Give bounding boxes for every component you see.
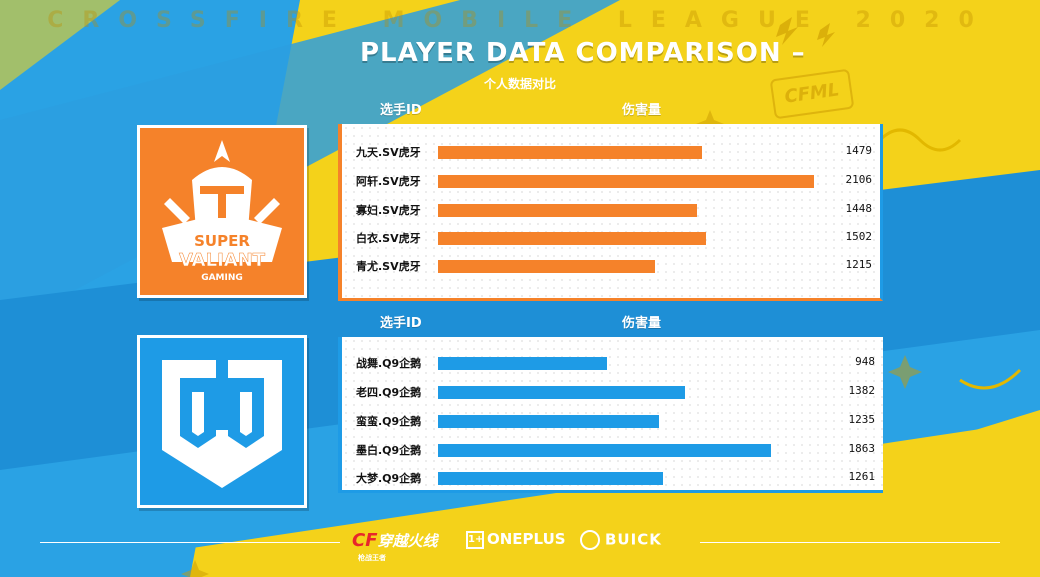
q9-logo-card [137,335,307,508]
chart-row: 青尤.SV虎牙 1215 [342,256,880,276]
damage-value-label: 1235 [848,413,876,426]
logo-text-super: SUPER [194,232,250,250]
player-id-label: 蛮蛮.Q9企鹅 [356,415,422,428]
column-header-damage: 伤害量 [622,316,662,331]
chart-row: 九天.SV虎牙 1479 [342,142,880,162]
footer-divider [700,542,1000,543]
player-id-label: 青尤.SV虎牙 [356,260,421,273]
logo-text-gaming: GAMING [201,273,243,283]
damage-bar [438,260,655,273]
damage-bar [438,232,707,245]
player-id-label: 九天.SV虎牙 [356,146,421,159]
column-header-player-id: 选手ID [380,316,422,331]
damage-value-label: 1382 [848,384,876,397]
logo-text-valiant: VALIANT [179,250,266,271]
damage-bar [438,415,659,428]
damage-value-label: 1215 [845,258,873,271]
damage-bar [438,357,608,370]
cfml-badge-text: CFML [783,79,841,108]
league-banner: CROSSFIRE MOBILE LEAGUE 2020 [47,8,993,33]
damage-bar [438,444,771,457]
damage-value-label: 1448 [845,202,873,215]
chart-row: 寡妇.SV虎牙 1448 [342,200,880,220]
chart-row: 老四.Q9企鹅 1382 [342,382,883,402]
damage-value-label: 2106 [845,173,873,186]
column-header-player-id: 选手ID [380,103,422,118]
oneplus-icon: 1+ [466,530,484,549]
damage-bar [438,175,815,188]
damage-bar [438,146,703,159]
crossfire-logo: CF穿越火线 [352,530,438,551]
player-id-label: 老四.Q9企鹅 [356,386,422,399]
player-id-label: 大梦.Q9企鹅 [356,472,422,485]
page-subtitle: 个人数据对比 [483,77,556,91]
player-id-label: 战舞.Q9企鹅 [356,357,422,370]
chart-row: 白衣.SV虎牙 1502 [342,228,880,248]
page-title: PLAYER DATA COMPARISON – [360,38,806,68]
player-id-label: 阿轩.SV虎牙 [356,175,421,188]
damage-value-label: 948 [855,355,875,368]
damage-value-label: 1261 [848,470,876,483]
player-id-label: 墨白.Q9企鹅 [356,444,422,457]
sv-damage-chart: 九天.SV虎牙 1479 阿轩.SV虎牙 2106 寡妇.SV虎牙 1448 白衣.SV虎牙… [338,124,883,301]
damage-bar [438,386,685,399]
damage-value-label: 1479 [845,144,873,157]
chart-row: 蛮蛮.Q9企鹅 1235 [342,411,883,431]
column-header-damage: 伤害量 [622,103,662,118]
damage-bar [438,204,697,217]
super-valiant-logo-card: SUPER VALIANT GAMING [137,125,307,298]
q9-damage-chart: 战舞.Q9企鹅 948 老四.Q9企鹅 1382 蛮蛮.Q9企鹅 1235 墨白.Q9企鹅 1… [338,337,883,493]
player-id-label: 白衣.SV虎牙 [356,232,421,245]
oneplus-logo: 1+ ONEPLUS [466,530,566,549]
super-valiant-helmet-icon: SUPER VALIANT GAMING [162,140,282,283]
damage-value-label: 1502 [845,230,873,243]
player-id-label: 寡妇.SV虎牙 [356,204,421,217]
chart-row: 大梦.Q9企鹅 1261 [342,468,883,488]
chart-row: 墨白.Q9企鹅 1863 [342,440,883,460]
crossfire-tagline: 枪战王者 [358,554,386,562]
damage-bar [438,472,664,485]
q9-shield-logo-icon [162,360,282,488]
chart-row: 阿轩.SV虎牙 2106 [342,171,880,191]
buick-shield-icon [580,530,600,550]
footer-divider [40,542,340,543]
damage-value-label: 1863 [848,442,876,455]
chart-row: 战舞.Q9企鹅 948 [342,353,883,373]
buick-logo: BUICK [580,530,662,550]
